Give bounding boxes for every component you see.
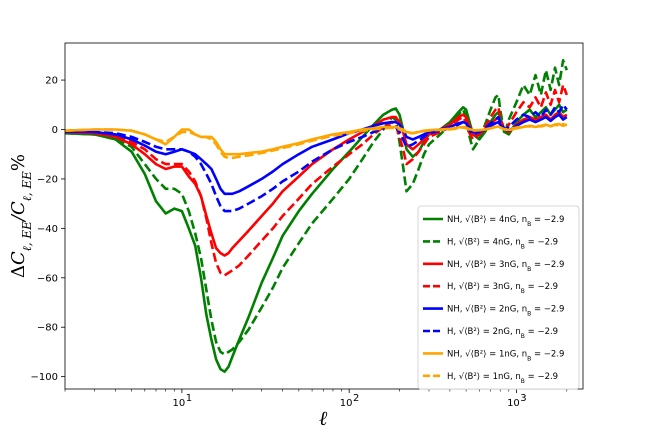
y-tick-label: 0 — [52, 125, 58, 136]
legend-box — [417, 205, 580, 390]
legend-entry: NH, √⟨B²⟩ = 3nG, nB = −2.9 — [447, 260, 564, 273]
legend-entry: H, √⟨B²⟩ = 3nG, nB = −2.9 — [447, 282, 558, 295]
x-tick-exponent: 1 — [186, 393, 192, 404]
legend-entry: NH, √⟨B²⟩ = 4nG, nB = −2.9 — [447, 215, 564, 228]
legend-entry: NH, √⟨B²⟩ = 1nG, nB = −2.9 — [447, 349, 564, 362]
x-tick-label: 10 — [173, 398, 186, 409]
y-tick-label: −60 — [37, 273, 58, 284]
svg-text:ΔCℓ, EE/Cℓ, EE%: ΔCℓ, EE/Cℓ, EE% — [8, 154, 34, 278]
y-tick-label: −20 — [37, 174, 58, 185]
legend-entry: NH, √⟨B²⟩ = 2nG, nB = −2.9 — [447, 305, 564, 318]
legend-entry: H, √⟨B²⟩ = 2nG, nB = −2.9 — [447, 327, 558, 340]
y-tick-label: −40 — [37, 224, 58, 235]
x-tick-label: 10 — [507, 398, 520, 409]
series-line-8 — [65, 122, 568, 160]
x-tick-label: 10 — [340, 398, 353, 409]
y-tick-label: 20 — [45, 76, 58, 87]
legend: NH, √⟨B²⟩ = 4nG, nB = −2.9 H, √⟨B²⟩ = 4nG… — [417, 205, 580, 390]
legend-entry: H, √⟨B²⟩ = 1nG, nB = −2.9 — [447, 372, 558, 385]
legend-entry: H, √⟨B²⟩ = 4nG, nB = −2.9 — [447, 237, 558, 250]
y-tick-label: −80 — [37, 323, 58, 334]
plot-frame — [64, 42, 584, 390]
series-layer — [65, 58, 569, 374]
x-axis-label: ℓ — [319, 406, 328, 430]
y-tick-label: −100 — [31, 372, 58, 383]
series-line-7 — [65, 122, 568, 156]
x-tick-exponent: 3 — [520, 393, 526, 404]
y-axis-label: ΔCℓ, EE/Cℓ, EE% — [8, 154, 34, 278]
x-tick-exponent: 2 — [353, 393, 359, 404]
